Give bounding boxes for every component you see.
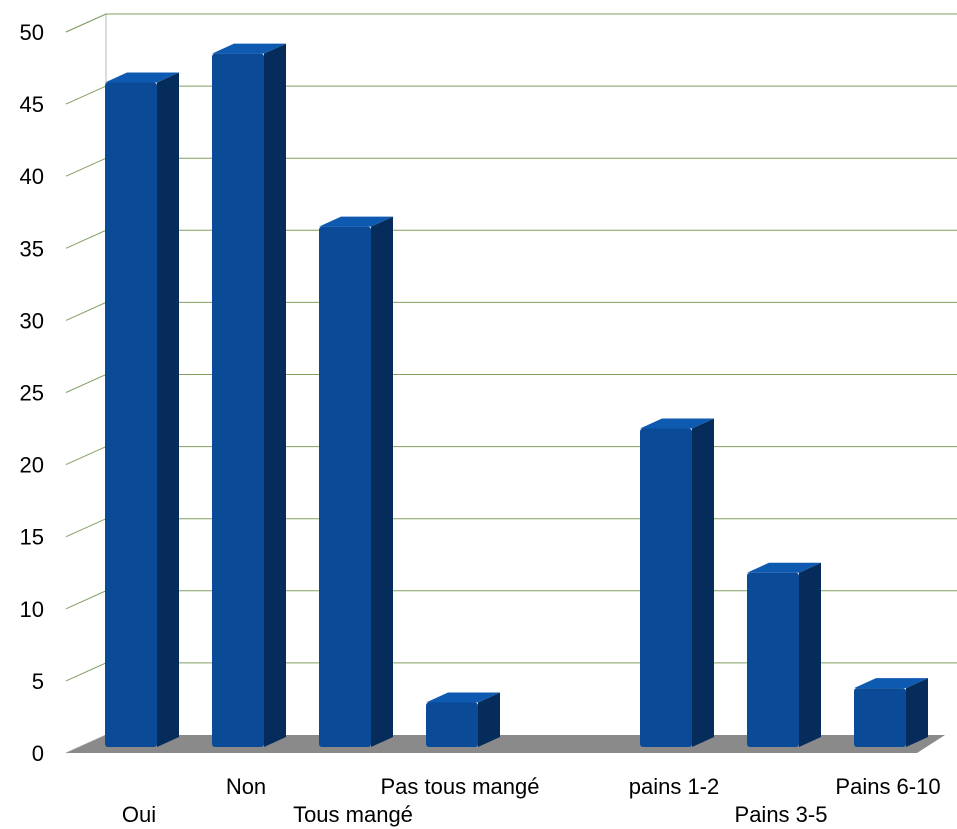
bar-front [319, 226, 371, 748]
gridlines [65, 13, 957, 754]
bar-side [692, 418, 714, 747]
category-label: Non [226, 774, 266, 799]
bars [105, 43, 928, 748]
bar-side [157, 72, 179, 748]
y-tick-label: 0 [32, 741, 44, 766]
y-tick-label: 45 [20, 92, 44, 117]
bar-side [264, 43, 286, 747]
gridline [65, 229, 957, 249]
bar-top [105, 72, 179, 83]
gridline [65, 590, 957, 610]
gridline [65, 446, 957, 466]
category-label: Tous mangé [293, 802, 413, 827]
bar-top [747, 562, 821, 573]
bar-side [906, 678, 928, 747]
bar-top [854, 678, 928, 689]
bar-top [212, 43, 286, 54]
bar-front [105, 82, 157, 748]
bar [426, 692, 500, 747]
bar [319, 216, 393, 748]
y-tick-label: 50 [20, 20, 44, 45]
gridline [65, 13, 957, 33]
bar [854, 678, 928, 747]
y-tick-label: 20 [20, 453, 44, 478]
bar-side [799, 562, 821, 747]
bar [105, 72, 179, 748]
y-axis: 0 5 10 15 20 25 30 35 40 45 50 [20, 20, 44, 766]
gridline [65, 374, 957, 393]
bar-front [426, 702, 478, 747]
bar-top [319, 216, 393, 227]
bar-front [854, 688, 906, 747]
gridline [65, 85, 957, 105]
gridline [65, 301, 957, 321]
bar-side [371, 216, 393, 748]
gridline [65, 518, 957, 538]
bar-front [212, 53, 264, 747]
category-label: Pas tous mangé [381, 774, 540, 799]
category-label: pains 1-2 [629, 774, 720, 799]
bar-front [747, 572, 799, 747]
y-tick-label: 40 [20, 164, 44, 189]
bar [640, 418, 714, 747]
gridline [65, 662, 957, 682]
gridline [65, 157, 957, 177]
y-tick-label: 30 [20, 308, 44, 333]
x-axis-labels: Oui Non Tous mangé Pas tous mangé pains 1-2 P… [122, 774, 941, 827]
y-tick-label: 15 [20, 525, 44, 550]
chart-floor [66, 735, 945, 753]
category-label: Oui [122, 802, 156, 827]
category-label: Pains 3-5 [735, 802, 828, 827]
bar-top [426, 692, 500, 703]
bar-side [478, 692, 500, 747]
bar [212, 43, 286, 747]
y-tick-label: 35 [20, 236, 44, 261]
y-tick-label: 25 [20, 381, 44, 406]
floor-plane [66, 735, 945, 753]
bar-front [640, 428, 692, 747]
bar-top [640, 418, 714, 429]
category-label: Pains 6-10 [835, 774, 940, 799]
y-tick-label: 10 [20, 597, 44, 622]
bar [747, 562, 821, 747]
y-tick-label: 5 [32, 669, 44, 694]
